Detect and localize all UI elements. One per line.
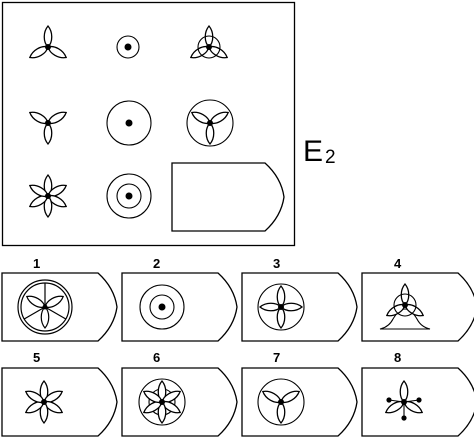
cell-r2c3-flower-down-in-large-circle <box>186 99 234 147</box>
option-4-figure <box>379 283 431 330</box>
cell-r1c1-three-petal-flower-up <box>27 25 69 62</box>
option-4[interactable] <box>361 272 474 342</box>
cell-r2c1-three-petal-flower-down <box>27 108 69 145</box>
option-7-frame <box>241 367 358 437</box>
option-5-figure <box>23 380 65 424</box>
puzzle-title: E 2 <box>303 135 336 168</box>
option-8-figure <box>383 380 425 421</box>
option-4-number: 4 <box>394 256 402 271</box>
option-8-number: 8 <box>394 350 401 365</box>
option-6-number: 6 <box>153 350 160 365</box>
option-7-number: 7 <box>273 350 280 365</box>
cell-r1c2-dot-in-small-circle <box>116 35 140 59</box>
option-5[interactable] <box>1 367 118 437</box>
option-2-frame <box>121 272 238 342</box>
title-subscript: 2 <box>325 147 336 168</box>
option-6[interactable] <box>121 367 238 437</box>
cell-r3c1-six-petal-flower <box>27 174 69 218</box>
option-5-number: 5 <box>33 350 40 365</box>
cell-r3c2-dot-in-double-circle <box>106 173 152 219</box>
option-1-frame <box>1 272 118 342</box>
option-4-frame <box>361 272 474 342</box>
title-letter: E <box>303 135 323 168</box>
option-1-figure <box>17 279 73 335</box>
option-5-frame <box>1 367 118 437</box>
matrix-frame <box>1 1 296 247</box>
option-3-figure <box>257 283 305 331</box>
option-8[interactable] <box>361 367 474 437</box>
cell-r2c2-dot-in-large-circle <box>106 100 152 146</box>
option-6-figure <box>138 378 186 426</box>
cell-r1c3-flower-up-in-small-circle <box>188 25 230 62</box>
option-1[interactable] <box>1 272 118 342</box>
cell-r3c3-empty-answer-slot <box>171 162 285 232</box>
option-1-number: 1 <box>33 256 40 271</box>
option-7-figure <box>257 378 305 426</box>
option-6-frame <box>121 367 238 437</box>
option-2[interactable] <box>121 272 238 342</box>
option-7[interactable] <box>241 367 358 437</box>
option-3-number: 3 <box>273 256 280 271</box>
option-3[interactable] <box>241 272 358 342</box>
option-2-figure <box>139 284 185 330</box>
option-2-number: 2 <box>153 256 160 271</box>
